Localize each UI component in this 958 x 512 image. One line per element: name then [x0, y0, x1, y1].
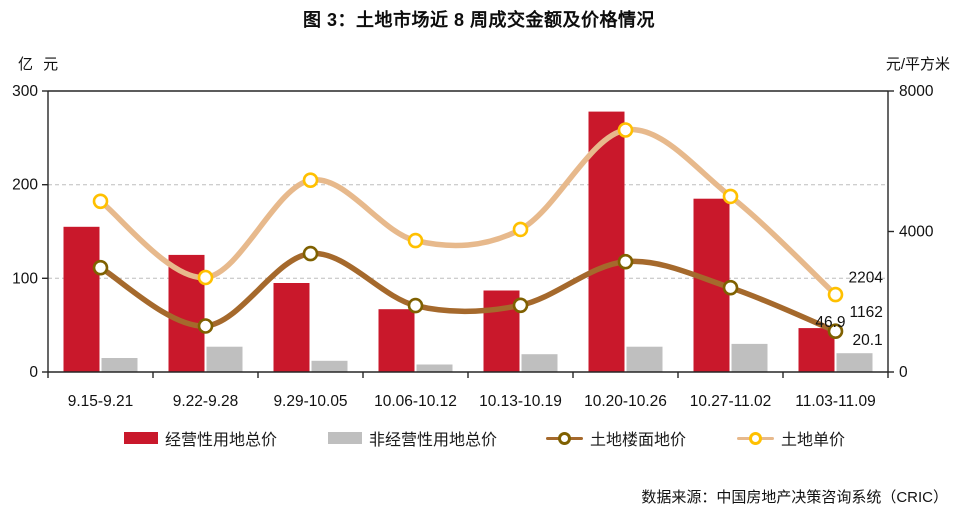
- x-category-label: 10.06-10.12: [374, 393, 457, 410]
- data-label-1: 20.1: [853, 332, 883, 349]
- bar-nonoperational-6: [731, 343, 768, 372]
- x-category-label: 9.29-10.05: [273, 393, 347, 410]
- x-category-label: 9.15-9.21: [68, 393, 134, 410]
- right-tick-label: 8000: [899, 83, 934, 100]
- right-tick-label: 0: [899, 364, 908, 381]
- left-tick-label: 200: [12, 177, 38, 194]
- bar-operational-3: [378, 309, 415, 372]
- x-category-label: 10.13-10.19: [479, 393, 562, 410]
- legend-item-unit-price: 土地单价: [737, 426, 845, 450]
- bar-operational-5: [588, 111, 625, 372]
- bar-nonoperational-4: [521, 354, 558, 372]
- legend-swatch-light-line: [737, 431, 774, 446]
- bar-operational-2: [273, 283, 310, 372]
- marker-4: [512, 221, 529, 238]
- legend: 经营性用地总价 非经营性用地总价 土地楼面地价 土地单价: [0, 426, 958, 450]
- left-tick-label: 100: [12, 270, 38, 287]
- left-axis-unit-label: 亿 元: [18, 56, 62, 73]
- marker-1: [197, 318, 214, 334]
- legend-item-floor-price: 土地楼面地价: [546, 426, 686, 450]
- bar-nonoperational-0: [101, 358, 138, 373]
- legend-item-operational-land-total: 经营性用地总价: [124, 426, 277, 450]
- marker-1: [197, 269, 214, 286]
- legend-label: 经营性用地总价: [165, 432, 278, 449]
- bar-operational-7: [798, 328, 835, 372]
- marker-6: [722, 188, 739, 205]
- marker-0: [92, 193, 109, 210]
- marker-5: [617, 253, 634, 270]
- legend-label: 土地楼面地价: [590, 432, 687, 449]
- marker-4: [512, 297, 529, 314]
- data-label-2: 1162: [850, 304, 883, 321]
- data-source-note: 数据来源：中国房地产决策咨询系统（CRIC）: [641, 489, 948, 506]
- marker-5: [617, 122, 634, 138]
- legend-item-nonoperational-land-total: 非经营性用地总价: [328, 426, 497, 450]
- x-category-label: 10.27-11.02: [690, 393, 772, 410]
- marker-7: [827, 323, 844, 340]
- marker-2: [302, 245, 319, 262]
- legend-swatch-dark-line: [546, 431, 583, 446]
- bar-nonoperational-5: [626, 346, 663, 372]
- legend-line-marker: [558, 431, 571, 445]
- marker-6: [722, 279, 739, 296]
- plot-frame: [47, 90, 889, 373]
- marker-3: [407, 232, 424, 249]
- legend-line-marker: [749, 431, 762, 445]
- right-axis-unit-label: 元/平方米: [885, 56, 950, 73]
- marker-0: [92, 259, 109, 276]
- left-tick-label: 300: [12, 83, 38, 100]
- marker-2: [302, 172, 319, 188]
- x-category-label: 11.03-11.09: [795, 393, 875, 410]
- data-label-3: 2204: [849, 270, 884, 287]
- bar-operational-0: [63, 226, 100, 372]
- bar-nonoperational-1: [206, 346, 243, 372]
- legend-swatch-red-bar: [124, 432, 158, 444]
- data-label-0: 46.9: [815, 314, 845, 331]
- marker-7: [827, 286, 844, 303]
- legend-swatch-gray-bar: [328, 432, 362, 444]
- x-category-label: 10.20-10.26: [584, 393, 667, 410]
- legend-label: 非经营性用地总价: [369, 432, 498, 449]
- marker-3: [407, 297, 424, 314]
- bar-nonoperational-2: [311, 360, 348, 372]
- legend-label: 土地单价: [781, 432, 846, 449]
- bar-nonoperational-7: [836, 353, 873, 372]
- bar-nonoperational-3: [416, 364, 453, 372]
- left-tick-label: 0: [29, 364, 38, 381]
- x-category-label: 9.22-9.28: [173, 393, 239, 410]
- right-tick-label: 4000: [899, 224, 934, 241]
- chart-title: 图 3：土地市场近 8 周成交金额及价格情况: [302, 10, 656, 30]
